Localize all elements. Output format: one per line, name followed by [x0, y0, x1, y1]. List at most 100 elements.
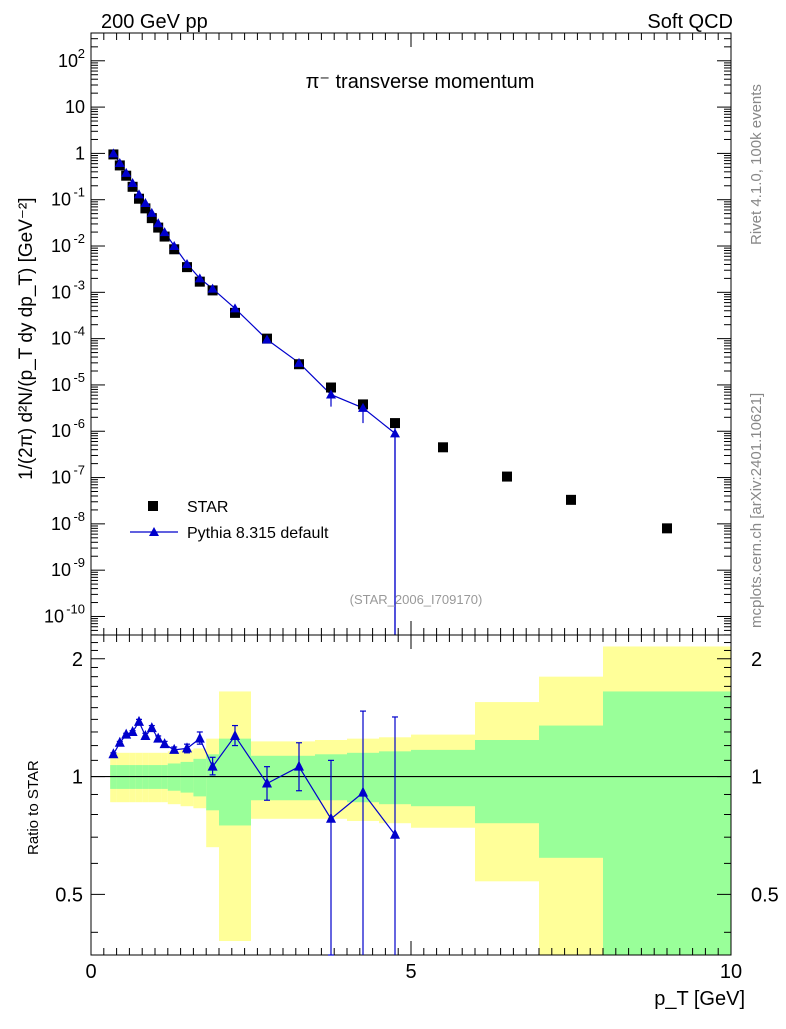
y-tick-label-exponent: -2	[73, 231, 85, 246]
y-tick-label: 10	[51, 190, 71, 210]
pythia-point	[146, 207, 157, 217]
y-axis-label-main: 1/(2π) d²N/(p_T dy dp_T) [GeV⁻²]	[16, 197, 37, 480]
side-label-bottom: mcplots.cern.ch [arXiv:2401.10621]	[748, 393, 765, 628]
x-tick-label: 5	[405, 961, 416, 983]
ratio-plot: 0.5 0.5 1 1 2 2 0 5 10 Ratio to STAR p_T [GeV]	[25, 634, 779, 1010]
star-point	[230, 307, 240, 318]
ratio-point	[140, 729, 151, 740]
star-point	[140, 203, 151, 214]
pythia-point	[108, 148, 119, 158]
ratio-band-inner	[219, 738, 251, 826]
star-point	[390, 418, 400, 429]
ratio-y-tick-label-right: 2	[751, 649, 762, 671]
ratio-band-inner	[475, 740, 539, 824]
y-tick-label-exponent: -3	[73, 277, 85, 292]
star-point	[153, 222, 164, 233]
y-tick-label: 10	[51, 236, 71, 256]
ratio-point	[121, 728, 132, 739]
y-tick-label: 1	[75, 143, 85, 163]
header-right: Soft QCD	[647, 11, 733, 33]
pythia-point	[294, 357, 304, 367]
legend-marker-pythia	[149, 527, 159, 536]
ratio-point	[114, 736, 125, 747]
y-tick-label: 10	[51, 375, 71, 395]
pythia-point	[230, 303, 240, 313]
ratio-point	[127, 725, 138, 736]
y-tick-label-exponent: -1	[73, 185, 85, 200]
x-tick-label: 10	[720, 961, 742, 983]
pythia-point	[134, 189, 144, 199]
ratio-point	[358, 786, 368, 797]
y-tick-label-exponent: -9	[73, 555, 85, 570]
y-tick-label: 10	[51, 282, 71, 302]
ratio-y-tick-label-right: 1	[751, 767, 762, 789]
ratio-point	[207, 760, 218, 771]
ratio-point	[326, 812, 336, 823]
star-point	[134, 193, 144, 204]
ratio-point	[169, 743, 180, 754]
ratio-point	[108, 748, 119, 759]
pythia-point	[358, 402, 368, 412]
y-tick-label-exponent: -5	[73, 370, 85, 385]
pythia-point	[326, 389, 336, 399]
pythia-point	[182, 258, 192, 268]
y-tick-label: 10	[44, 606, 64, 626]
star-point	[159, 231, 170, 242]
ratio-point	[134, 715, 144, 726]
y-tick-label: 10	[51, 329, 71, 349]
analysis-label: (STAR_2006_I709170)	[350, 592, 483, 607]
star-point	[662, 523, 672, 534]
pythia-point	[159, 227, 170, 237]
ratio-y-tick-label-right: 0.5	[751, 884, 779, 906]
y-tick-label-exponent: -4	[73, 324, 85, 339]
chart-title: π⁻ transverse momentum	[306, 71, 535, 93]
ratio-band-inner	[193, 758, 207, 797]
y-tick-label-exponent: -8	[73, 509, 85, 524]
ratio-point	[294, 760, 304, 771]
ratio-y-tick-label: 2	[72, 649, 83, 671]
y-tick-label: 10	[51, 468, 71, 488]
y-tick-label: 10	[65, 97, 85, 117]
main-plot-frame	[90, 32, 732, 636]
ratio-point	[262, 777, 272, 788]
y-tick-label: 10	[51, 560, 71, 580]
pythia-point	[153, 218, 164, 228]
star-point	[566, 494, 576, 505]
legend: STAR Pythia 8.315 default	[130, 499, 329, 542]
pythia-point	[127, 177, 138, 187]
star-point	[146, 213, 157, 224]
star-point	[502, 471, 512, 482]
ratio-y-tick-label: 1	[72, 767, 83, 789]
ratio-point	[159, 738, 170, 749]
legend-label-star: STAR	[187, 499, 228, 516]
ratio-y-tick-label: 0.5	[55, 884, 83, 906]
y-tick-label-exponent: 2	[78, 46, 85, 61]
ratio-band-inner	[539, 725, 603, 858]
y-tick-label-exponent: -10	[66, 601, 85, 616]
pythia-line	[112, 153, 396, 434]
pythia-point	[194, 273, 205, 283]
y-axis-label-ratio: Ratio to STAR	[25, 760, 42, 855]
pythia-point	[207, 283, 218, 293]
header-left: 200 GeV pp	[101, 11, 208, 33]
pythia-point	[169, 241, 180, 251]
y-tick-label: 10	[51, 421, 71, 441]
ratio-point	[146, 722, 157, 733]
ratio-point	[390, 828, 400, 839]
pythia-point	[390, 428, 400, 438]
ratio-band-inner	[411, 749, 475, 807]
star-point	[326, 382, 336, 393]
pythia-point	[140, 197, 151, 207]
pythia-point	[114, 158, 125, 168]
y-tick-label: 10	[51, 514, 71, 534]
ratio-point	[182, 742, 192, 753]
legend-label-pythia: Pythia 8.315 default	[187, 525, 329, 542]
x-axis-label: p_T [GeV]	[654, 988, 745, 1010]
ratio-point	[153, 732, 164, 743]
ratio-band-inner	[603, 691, 731, 955]
ratio-point	[230, 729, 240, 740]
legend-marker-star	[148, 501, 158, 511]
x-tick-label: 0	[85, 961, 96, 983]
